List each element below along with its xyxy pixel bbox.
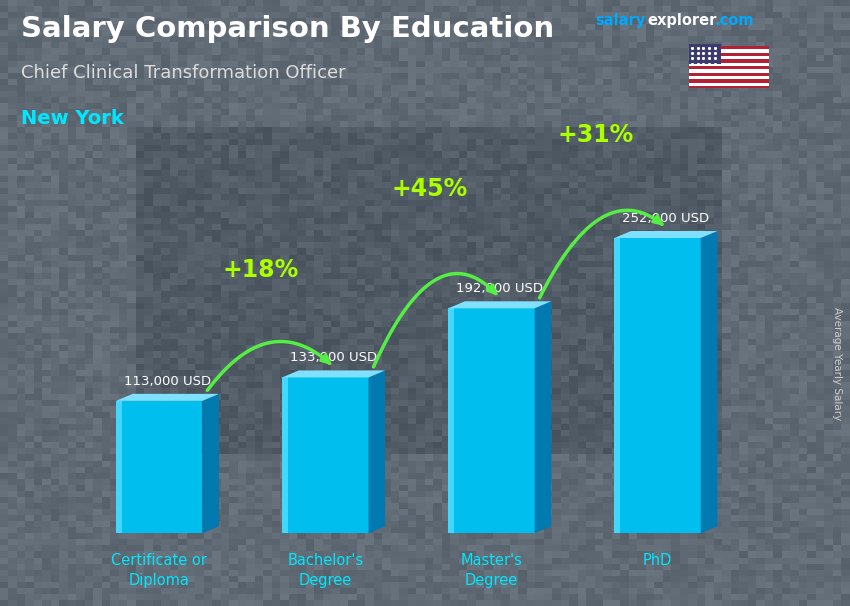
Text: 113,000 USD: 113,000 USD [124,375,211,387]
Bar [688,66,769,70]
Text: .com: .com [714,13,753,28]
Text: Average Yearly Salary: Average Yearly Salary [832,307,842,420]
Bar [688,62,769,66]
Polygon shape [282,378,369,533]
Polygon shape [282,378,288,533]
Bar [688,59,769,62]
Text: Chief Clinical Transformation Officer: Chief Clinical Transformation Officer [21,64,346,82]
Text: New York: New York [21,109,124,128]
Text: salary: salary [595,13,645,28]
Bar [688,53,769,56]
Polygon shape [369,370,385,533]
Polygon shape [700,231,717,533]
Polygon shape [448,308,535,533]
Bar [688,56,769,59]
Polygon shape [615,238,700,533]
Text: +45%: +45% [392,178,468,201]
Bar [688,83,769,86]
Polygon shape [116,401,122,533]
Text: Salary Comparison By Education: Salary Comparison By Education [21,15,554,43]
Polygon shape [202,394,219,533]
Bar [688,76,769,79]
Polygon shape [615,231,717,238]
Polygon shape [448,301,552,308]
Bar [688,79,769,83]
Bar [688,70,769,73]
Polygon shape [615,238,620,533]
Polygon shape [282,370,385,378]
Bar [688,44,721,64]
Polygon shape [535,301,552,533]
Polygon shape [116,401,202,533]
Polygon shape [116,394,219,401]
Text: +18%: +18% [223,258,298,282]
Text: explorer: explorer [648,13,717,28]
Bar [688,73,769,76]
Text: 192,000 USD: 192,000 USD [456,282,543,295]
Bar [688,49,769,53]
Text: +31%: +31% [558,123,634,147]
Bar [688,86,769,90]
Text: 133,000 USD: 133,000 USD [290,351,377,364]
Text: 252,000 USD: 252,000 USD [622,211,710,225]
Polygon shape [448,308,454,533]
Bar [688,46,769,49]
